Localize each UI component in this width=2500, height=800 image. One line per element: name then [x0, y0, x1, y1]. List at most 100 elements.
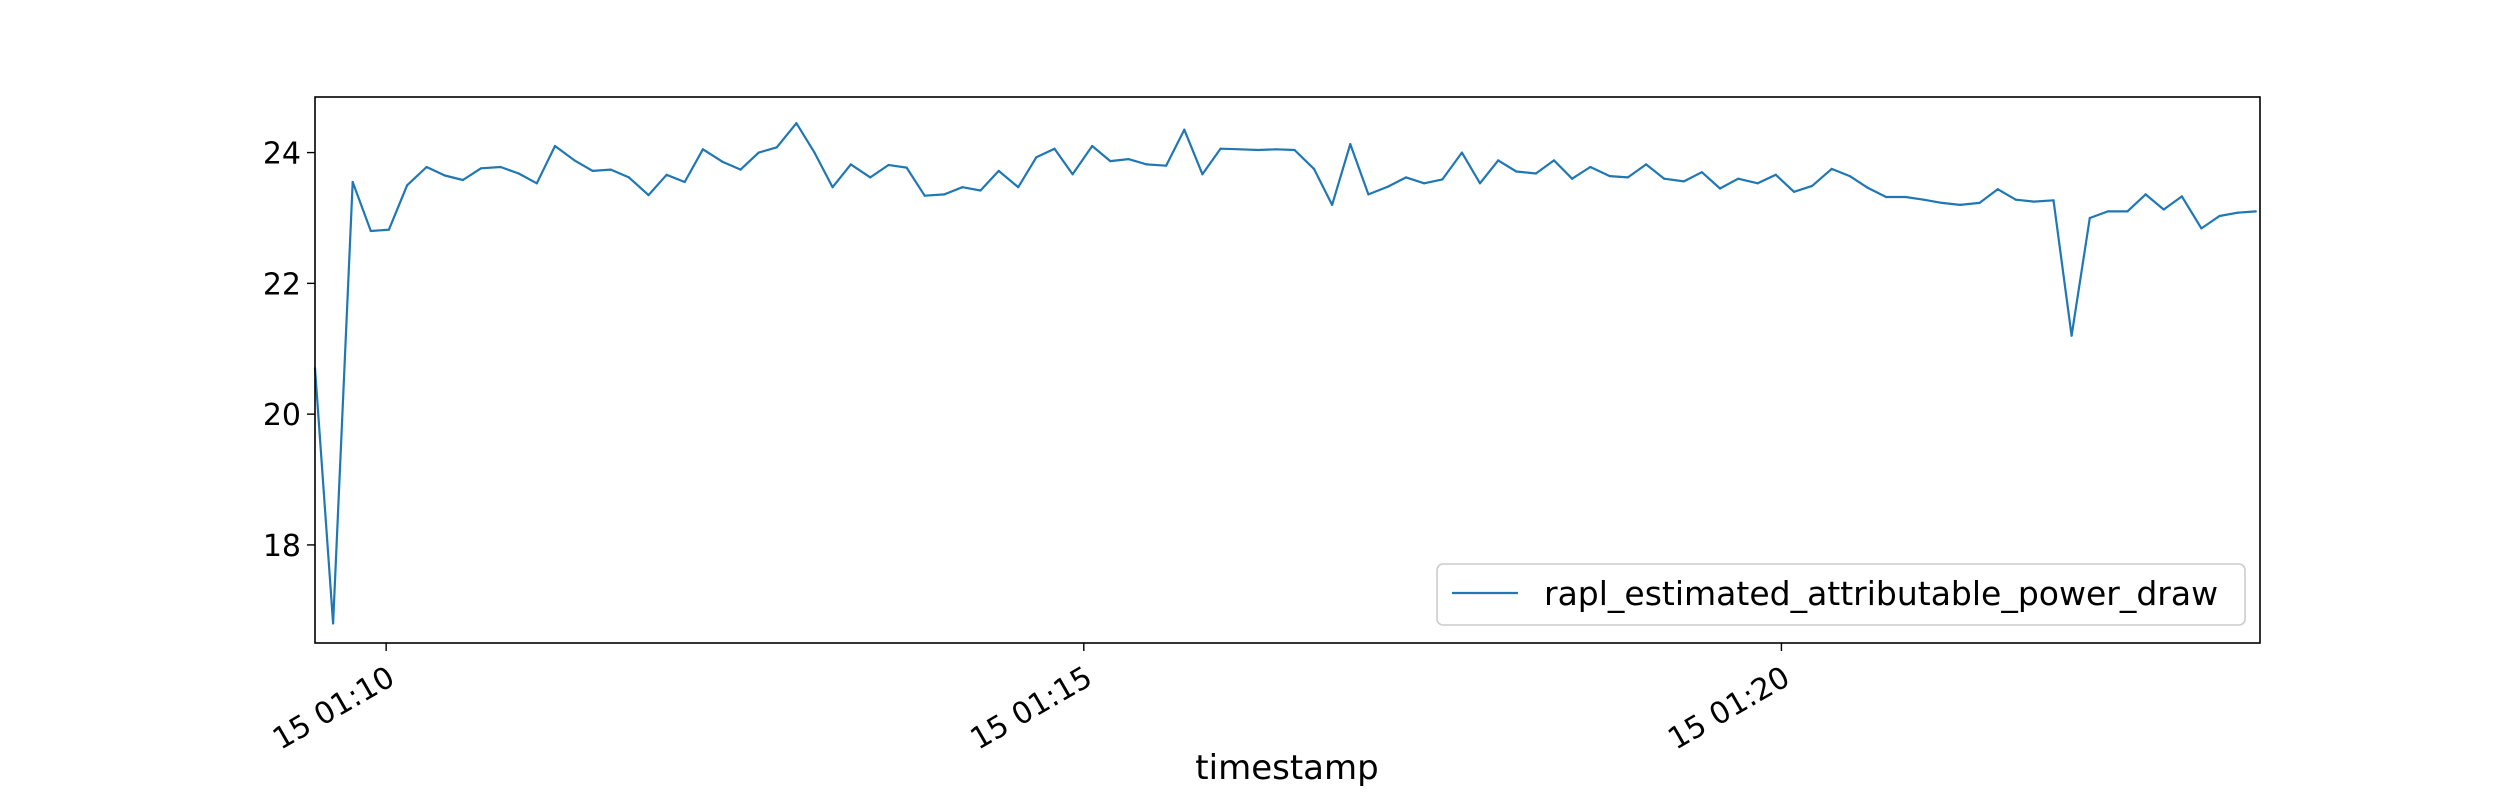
data-point [1386, 185, 1390, 188]
data-point [757, 151, 760, 154]
data-point [535, 182, 538, 185]
data-point [1626, 176, 1629, 179]
legend: rapl_estimated_attributable_power_draw [1436, 563, 2246, 626]
data-point [1071, 173, 1074, 176]
data-point [997, 169, 1000, 172]
data-point [721, 160, 724, 163]
y-axis: 18 20 22 24 [263, 137, 315, 564]
data-point [813, 151, 816, 154]
data-point [2162, 208, 2165, 211]
data-point [517, 172, 520, 175]
data-point [479, 167, 483, 170]
legend-label: rapl_estimated_attributable_power_draw [1544, 574, 2218, 613]
y-tick-label: 18 [263, 529, 301, 564]
data-point [1718, 187, 1722, 190]
data-point [1091, 144, 1094, 148]
series-line [313, 122, 2256, 625]
data-point [1645, 163, 1648, 166]
data-point [499, 165, 502, 169]
data-point [1165, 164, 1168, 167]
data-point [1515, 170, 1518, 173]
data-point [869, 176, 872, 179]
data-point [1830, 167, 1833, 170]
data-point [1109, 160, 1112, 163]
data-point [2088, 216, 2091, 220]
data-point [1312, 167, 1316, 170]
data-point [351, 180, 354, 184]
axes-frame [314, 96, 2261, 644]
data-point [1367, 193, 1370, 196]
data-point [739, 168, 742, 171]
data-point [1497, 159, 1500, 162]
data-point [627, 176, 631, 179]
data-point [406, 184, 409, 187]
data-point [425, 165, 428, 169]
data-point [887, 163, 890, 167]
data-point [1904, 195, 1907, 199]
data-point [2032, 200, 2036, 203]
data-point [1756, 182, 1759, 185]
data-point [1552, 159, 1556, 162]
data-point [461, 178, 464, 182]
y-tick-label: 20 [263, 398, 301, 433]
x-axis-label: timestamp [1195, 748, 1378, 788]
data-point [2014, 198, 2017, 201]
plot-area [313, 122, 2257, 625]
data-point [1663, 177, 1666, 180]
data-point [1127, 158, 1130, 161]
data-point [1885, 195, 1888, 199]
x-tick-label: 15 01:10 [267, 660, 401, 757]
data-point [1978, 201, 1981, 204]
data-point [1774, 173, 1777, 176]
data-point [1478, 182, 1482, 185]
data-point [2052, 199, 2055, 202]
data-point [1996, 188, 1999, 191]
data-point [2254, 210, 2257, 213]
data-point [1201, 173, 1204, 176]
data-point [1257, 148, 1260, 152]
data-point [683, 180, 686, 184]
data-point [905, 166, 908, 169]
data-point [1608, 175, 1611, 178]
data-point [1589, 165, 1592, 169]
data-point [1792, 190, 1796, 193]
data-point [1700, 171, 1703, 174]
data-point [1331, 203, 1334, 206]
data-point [775, 146, 778, 149]
data-point [1219, 147, 1222, 150]
data-point [1811, 184, 1814, 187]
x-tick-label: 15 01:15 [965, 660, 1099, 757]
data-point [831, 186, 834, 189]
data-point [1053, 147, 1056, 150]
data-point [1293, 148, 1296, 152]
data-point [1405, 176, 1408, 179]
data-point [1848, 175, 1851, 178]
data-point [1922, 198, 1925, 201]
data-point [1958, 203, 1962, 206]
data-point [665, 173, 668, 176]
data-point [1737, 177, 1740, 180]
data-point [2126, 210, 2129, 213]
data-point [923, 194, 926, 197]
data-point [1460, 151, 1463, 154]
data-point [961, 186, 964, 189]
data-point [1239, 148, 1242, 151]
data-point [1441, 178, 1444, 181]
legend-box [1436, 563, 2246, 626]
data-point [1534, 172, 1537, 175]
data-point [795, 122, 798, 125]
data-point [609, 168, 612, 171]
data-point [1866, 186, 1869, 189]
data-point [553, 144, 557, 148]
data-point [849, 163, 852, 166]
data-point [1349, 143, 1352, 146]
data-point [979, 189, 982, 192]
data-point [943, 193, 946, 196]
data-point [387, 228, 390, 231]
data-point [2236, 211, 2239, 214]
data-point [1035, 156, 1038, 159]
data-point [1682, 180, 1685, 183]
data-point [2200, 227, 2203, 230]
data-point [1571, 177, 1574, 180]
